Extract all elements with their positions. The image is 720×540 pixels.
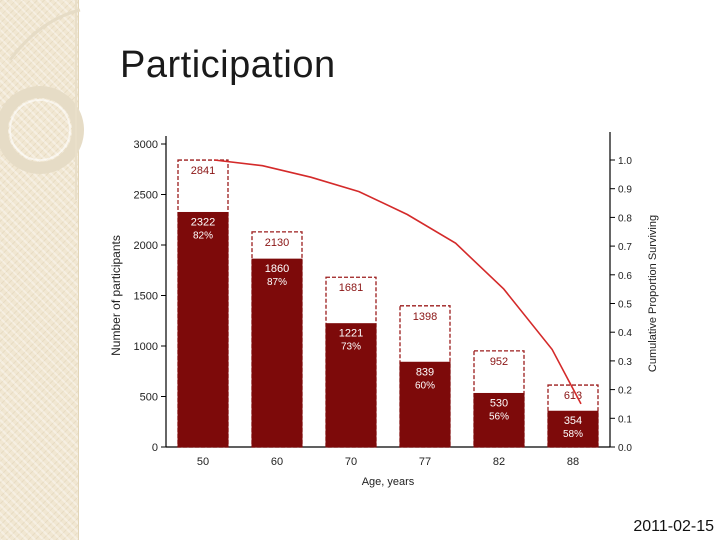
decorative-ring-inner [9, 99, 71, 161]
bar-participating-82 [473, 392, 525, 448]
survival-curve-line [214, 159, 582, 405]
y2-tick-label: 0.3 [618, 357, 632, 368]
bar-value-label: 1221 [339, 328, 363, 340]
y2-tick-label: 0.2 [618, 386, 632, 397]
bar-total-label: 2130 [265, 237, 289, 249]
bar-percent-label: 56% [489, 411, 509, 422]
bar-value-label: 354 [564, 415, 582, 427]
y-tick-label: 0 [152, 442, 158, 454]
bar-value-label: 1860 [265, 263, 289, 275]
y2-axis-label: Cumulative Proportion Surviving [647, 215, 659, 372]
bar-participating-60 [251, 258, 303, 448]
bar-percent-label: 60% [415, 380, 435, 391]
y-tick-label: 2500 [134, 190, 158, 202]
y-tick-label: 500 [140, 392, 158, 404]
x-tick-label: 50 [197, 456, 209, 468]
bar-participating-77 [399, 361, 451, 448]
x-tick-label: 70 [345, 456, 357, 468]
bar-participating-50 [177, 211, 229, 448]
y2-tick-label: 0.5 [618, 300, 632, 311]
bar-value-label: 530 [490, 397, 508, 409]
y2-tick-label: 0.9 [618, 185, 632, 196]
x-axis-label: Age, years [362, 476, 415, 488]
y2-tick-label: 0.7 [618, 242, 632, 253]
bar-total-label: 952 [490, 356, 508, 368]
y2-tick-label: 0.8 [618, 213, 632, 224]
bar-percent-label: 87% [267, 277, 287, 288]
y2-tick-label: 0.1 [618, 414, 632, 425]
y2-tick-label: 1.0 [618, 156, 632, 167]
y-axis-label: Number of participants [109, 235, 123, 356]
bar-percent-label: 58% [563, 429, 583, 440]
participation-chart: 0 500 1000 1500 2000 2500 3000 0.0 0.1 0.2 0.3 0.4 0… [109, 132, 659, 488]
y-tick-label: 2000 [134, 240, 158, 252]
y2-tick-label: 0.4 [618, 328, 632, 339]
y-tick-label: 1000 [134, 341, 158, 353]
bar-participating-70 [325, 323, 377, 448]
bar-value-label: 839 [416, 366, 434, 378]
decorative-ring [0, 86, 84, 174]
bar-value-label: 2322 [191, 216, 215, 228]
y2-tick-label: 0.0 [618, 443, 632, 454]
bar-participating-88 [547, 410, 599, 448]
bar-total-label: 2841 [191, 165, 215, 177]
bar-percent-label: 82% [193, 230, 213, 241]
x-tick-label: 82 [493, 456, 505, 468]
decorative-circles [0, 0, 84, 200]
slide-date: 2011-02-15 [633, 518, 714, 535]
bar-total-label: 1398 [413, 311, 437, 323]
decorative-arc [8, 8, 81, 61]
slide-title: Participation [120, 44, 336, 86]
y2-tick-label: 0.6 [618, 271, 632, 282]
bar-percent-label: 73% [341, 342, 361, 353]
y-tick-label: 3000 [134, 139, 158, 151]
bar-total-label: 1681 [339, 282, 363, 294]
x-tick-label: 88 [567, 456, 579, 468]
y-tick-label: 1500 [134, 291, 158, 303]
x-tick-label: 60 [271, 456, 283, 468]
x-tick-label: 77 [419, 456, 431, 468]
